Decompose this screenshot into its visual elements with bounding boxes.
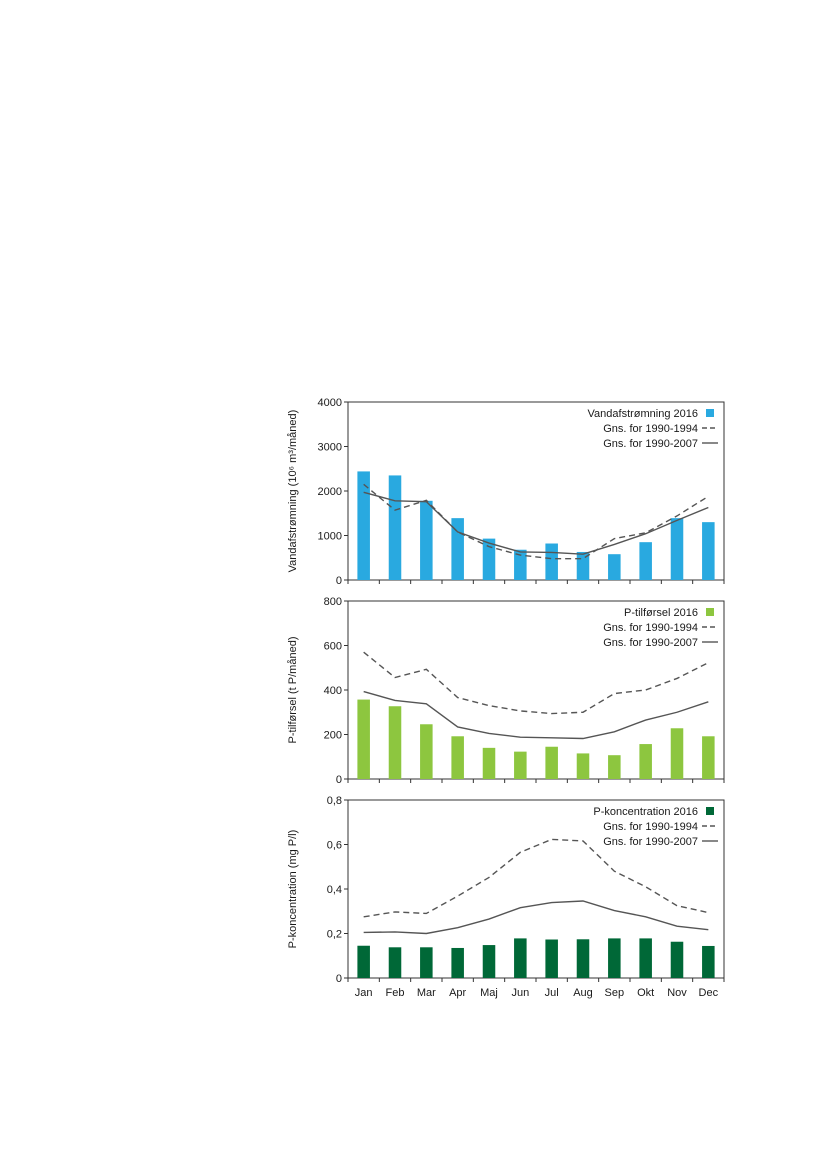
x-tick-label: Nov <box>667 987 687 999</box>
bar-mar <box>420 724 433 779</box>
legend-swatch <box>706 608 714 616</box>
bar-feb <box>388 947 402 978</box>
legend-label: Gns. for 1990-1994 <box>603 423 698 435</box>
solid-line-1990-2007 <box>363 491 709 555</box>
legend-label: Gns. for 1990-1994 <box>603 622 698 634</box>
bar-maj <box>482 538 496 580</box>
y-tick-label: 0,8 <box>327 795 342 807</box>
bar-nov <box>670 518 684 580</box>
bar-aug <box>576 753 590 779</box>
bar-jun <box>514 549 527 580</box>
x-tick-label: Aug <box>573 987 593 999</box>
x-tick-label: Apr <box>449 987 466 999</box>
x-tick-label: Jun <box>511 987 529 999</box>
y-tick-label: 200 <box>324 730 342 742</box>
bar-sep <box>608 938 621 978</box>
legend-label: Vandafstrømning 2016 <box>588 408 698 420</box>
bar-jul <box>545 543 558 580</box>
dashed-line-1990-1994 <box>363 483 709 560</box>
bar-jun <box>514 751 527 779</box>
bar-jan <box>357 471 370 580</box>
bar-jun <box>514 938 527 978</box>
y-tick-label: 0 <box>336 973 342 985</box>
x-tick-label: Jul <box>545 987 559 999</box>
bar-okt <box>639 542 652 580</box>
y-tick-label: 0 <box>336 774 342 786</box>
bar-nov <box>670 728 684 779</box>
bar-okt <box>639 744 652 779</box>
x-tick-label: Jan <box>355 987 373 999</box>
x-tick-label: Feb <box>386 987 405 999</box>
dashed-line-1990-1994 <box>363 651 709 715</box>
bar-feb <box>388 706 402 779</box>
y-tick-label: 0 <box>336 575 342 587</box>
legend-label: Gns. for 1990-2007 <box>603 637 698 649</box>
bar-apr <box>451 947 464 978</box>
y-tick-label: 0,2 <box>327 929 342 941</box>
x-tick-label: Dec <box>699 987 719 999</box>
bar-apr <box>451 736 464 779</box>
bar-sep <box>608 755 621 779</box>
y-axis-label: P-koncentration (mg P/l) <box>287 830 299 949</box>
y-tick-label: 400 <box>324 685 342 697</box>
y-tick-label: 2000 <box>318 486 342 498</box>
bar-jul <box>545 939 558 978</box>
bar-dec <box>702 736 715 779</box>
x-tick-label: Okt <box>637 987 654 999</box>
bar-dec <box>702 522 715 580</box>
legend-label: P-tilførsel 2016 <box>624 607 698 619</box>
bar-nov <box>670 941 684 978</box>
bar-jul <box>545 746 558 779</box>
solid-line-1990-2007 <box>363 900 709 935</box>
legend-swatch <box>706 807 714 815</box>
legend-label: Gns. for 1990-2007 <box>603 438 698 450</box>
y-axis-label: P-tilførsel (t P/måned) <box>287 637 299 744</box>
bar-dec <box>702 945 715 978</box>
x-tick-label: Mar <box>417 987 436 999</box>
y-tick-label: 4000 <box>318 397 342 409</box>
y-tick-label: 1000 <box>318 531 342 543</box>
chart-panel-1: 0 1000 2000 3000 4000 Vandafstrømning (10⁶ m³… <box>287 397 725 587</box>
bar-maj <box>482 747 496 779</box>
bar-jan <box>357 699 370 779</box>
legend-label: Gns. for 1990-2007 <box>603 836 698 848</box>
y-tick-label: 600 <box>324 641 342 653</box>
y-tick-label: 800 <box>324 596 342 608</box>
y-tick-label: 3000 <box>318 442 342 454</box>
legend-swatch <box>706 409 714 417</box>
bar-jan <box>357 945 370 978</box>
legend-label: P-koncentration 2016 <box>593 806 698 818</box>
dashed-line-1990-1994 <box>363 838 709 918</box>
y-axis-label: Vandafstrømning (10⁶ m³/måned) <box>287 410 299 573</box>
x-tick-label: Maj <box>480 987 498 999</box>
y-tick-label: 0,6 <box>327 840 342 852</box>
x-tick-label: Sep <box>605 987 625 999</box>
chart-panel-2: 0 200 400 600 800 P-tilførsel (t P/måned) P-ti… <box>287 596 725 786</box>
bar-mar <box>420 947 433 978</box>
bar-aug <box>576 939 590 978</box>
bar-maj <box>482 945 496 978</box>
bar-sep <box>608 554 621 580</box>
solid-line-1990-2007 <box>363 690 709 740</box>
bar-mar <box>420 500 433 580</box>
y-tick-label: 0,4 <box>327 884 342 896</box>
chart-panel-3: 0 0,2 0,4 0,6 0,8 P-koncentration (mg P/l) P-k… <box>287 795 725 999</box>
legend-label: Gns. for 1990-1994 <box>603 821 698 833</box>
bar-feb <box>388 475 402 580</box>
bar-okt <box>639 938 652 978</box>
